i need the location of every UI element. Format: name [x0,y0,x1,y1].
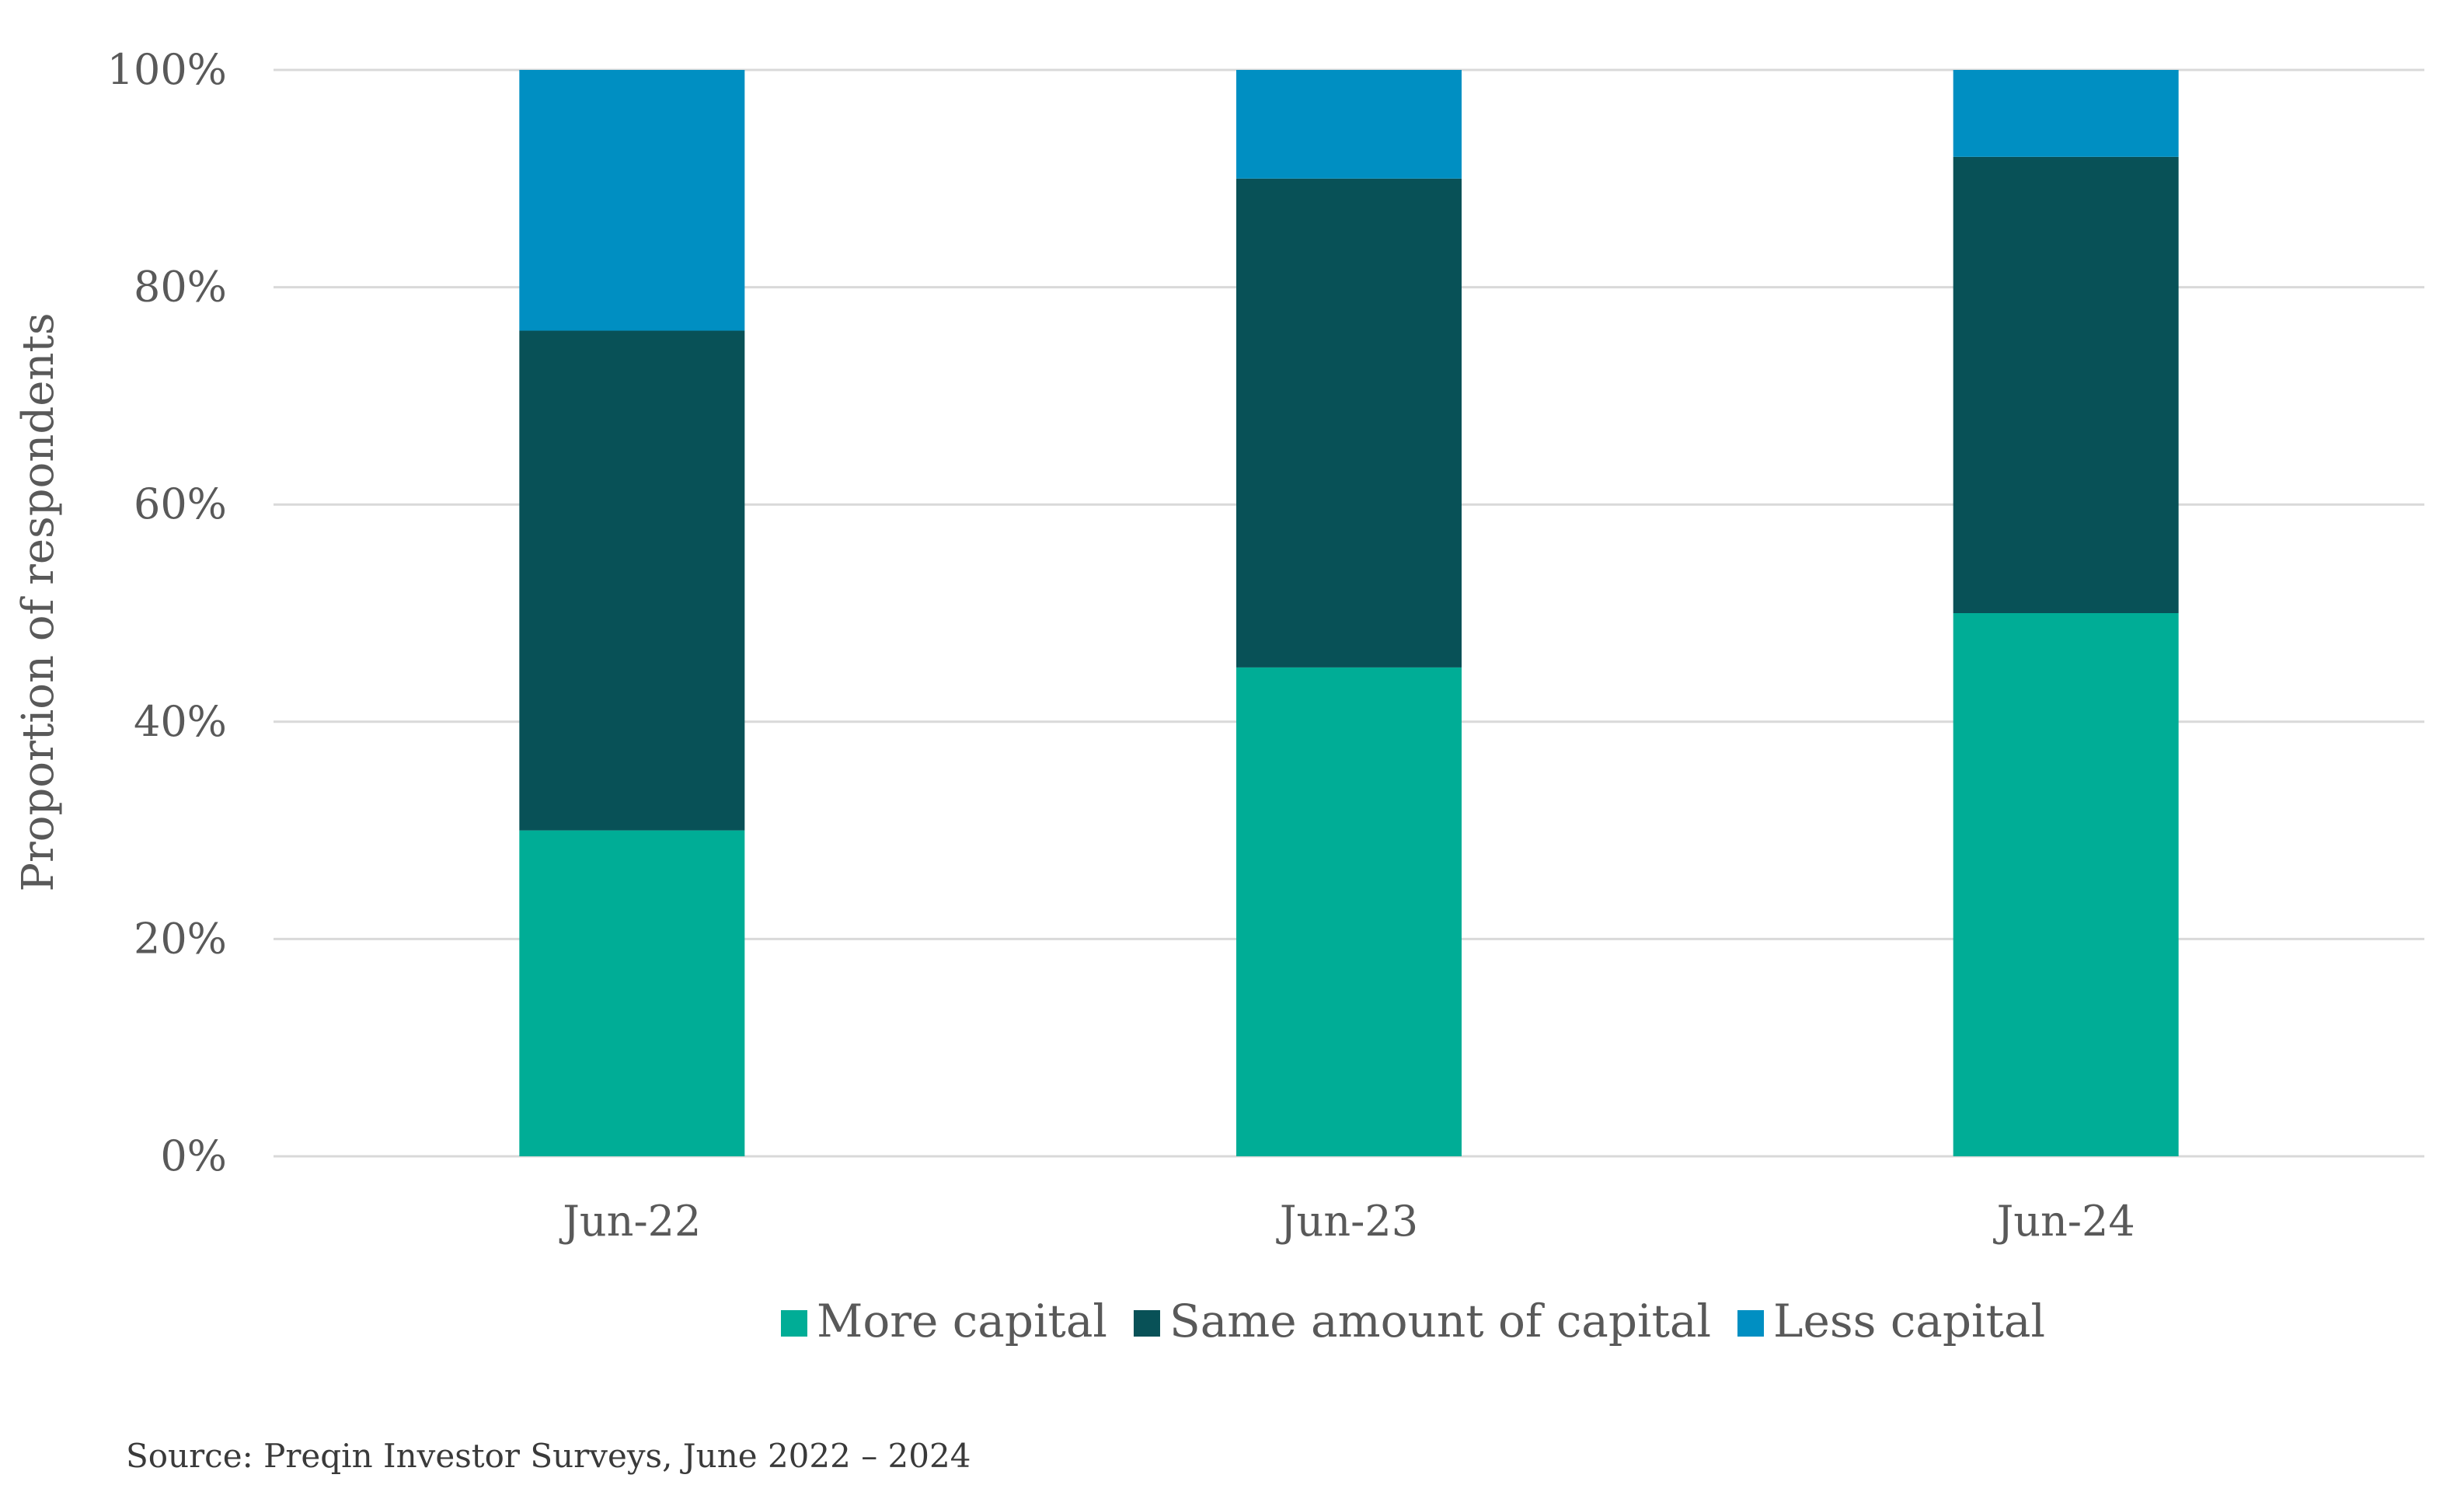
bar-jun-23-series-0 [1236,667,1462,1156]
legend-label: More capital [817,1295,1107,1347]
bar-jun-23-series-1 [1236,178,1462,668]
y-tick-label: 60% [134,479,227,528]
bar-jun-22-series-2 [519,70,745,331]
legend-label: Less capital [1773,1295,2045,1347]
bar-jun-22-series-1 [519,330,745,831]
bar-jun-24-series-1 [1953,156,2179,614]
bars [519,70,2179,1156]
x-tick-label: Jun-23 [1276,1197,1418,1246]
x-tick-label: Jun-24 [1993,1197,2135,1246]
bar-jun-24-series-0 [1953,613,2179,1156]
bar-jun-24-series-2 [1953,70,2179,157]
y-tick-label: 0% [160,1131,227,1180]
x-axis-ticks: Jun-22 Jun-23 Jun-24 [559,1197,2135,1246]
x-tick-label: Jun-22 [559,1197,701,1246]
bar-jun-23-series-2 [1236,70,1462,179]
y-tick-label: 40% [134,697,227,746]
y-axis-ticks: 0% 20% 40% 60% 80% 100% [107,45,227,1180]
y-axis-title: Proportion of respondents [13,312,64,891]
bar-jun-22-series-0 [519,830,745,1156]
y-tick-label: 100% [107,45,227,94]
legend-swatch [1737,1310,1765,1337]
source-note: Source: Preqin Investor Surveys, June 20… [126,1437,971,1475]
legend-swatch [781,1310,807,1337]
y-tick-label: 20% [134,914,227,963]
y-tick-label: 80% [134,263,227,312]
legend: More capital Same amount of capital Less c… [781,1295,2045,1347]
legend-label: Same amount of capital [1169,1295,1711,1347]
legend-swatch [1133,1310,1160,1337]
